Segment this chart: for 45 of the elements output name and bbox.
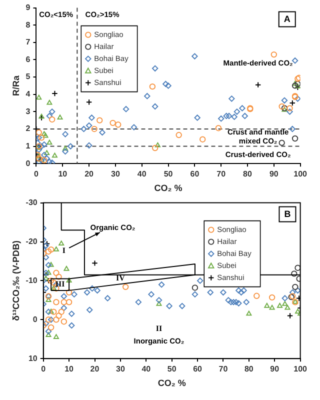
x-tick-label: 70 [218, 364, 228, 374]
x-tick-label: 30 [111, 170, 120, 179]
y-tick-label: 7 [26, 38, 31, 47]
y-tick-label: 0 [32, 314, 38, 324]
x-tick-label: 10 [58, 170, 68, 179]
y-tick-label: 6 [26, 54, 31, 64]
x-axis-title: CO₂ % [154, 183, 182, 194]
y-tick-label: 8 [26, 20, 31, 30]
y-axis-title: R/Ra [10, 74, 21, 96]
x-tick-label: 100 [294, 170, 308, 179]
x-tick-label: 90 [269, 170, 279, 179]
y-tick-label: 1 [26, 141, 31, 150]
x-tick-label: 10 [64, 364, 74, 374]
x-tick-label: 40 [137, 170, 147, 179]
y-tick-label: 5 [26, 72, 31, 82]
x-tick-label: 100 [294, 364, 308, 374]
x-tick-label: 30 [116, 364, 126, 374]
x-tick-label: 20 [90, 364, 100, 374]
y-axis-title: δ¹³CCO₂‰ (V-PDB) [10, 240, 21, 321]
x-tick-label: 80 [243, 170, 253, 179]
x-tick-label: 70 [216, 170, 226, 179]
x-tick-label: 0 [41, 364, 46, 374]
y-tick-label: -10 [26, 276, 38, 285]
x-tick-label: 40 [142, 364, 152, 374]
annotation: A [284, 14, 291, 24]
x-tick-label: 80 [244, 364, 254, 374]
y-tick-label: 2 [26, 124, 31, 134]
x-tick-label: 60 [193, 364, 203, 374]
x-tick-label: 60 [190, 170, 200, 179]
y-tick-label: 9 [26, 3, 31, 12]
y-tick-label: 10 [28, 354, 38, 363]
x-tick-label: 50 [167, 364, 177, 374]
y-tick-label: 3 [26, 106, 31, 116]
annotation: I [62, 246, 66, 256]
y-tick-label: -20 [26, 236, 38, 246]
annotation: II [156, 324, 162, 334]
y-tick-label: -30 [26, 198, 38, 208]
annotation: IV [116, 273, 126, 282]
annotation: B [284, 209, 292, 220]
x-axis-title: CO₂ % [158, 378, 186, 388]
y-tick-label: 0 [26, 158, 31, 168]
x-tick-label: 20 [84, 170, 94, 179]
y-tick-label: 4 [26, 90, 31, 99]
x-tick-label: 90 [270, 364, 280, 374]
x-tick-label: 50 [164, 170, 174, 179]
